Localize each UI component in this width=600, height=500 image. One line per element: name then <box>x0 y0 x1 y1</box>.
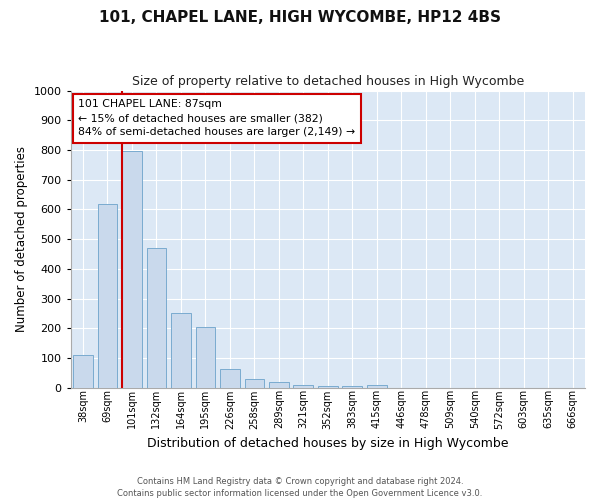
Bar <box>171 314 191 388</box>
X-axis label: Distribution of detached houses by size in High Wycombe: Distribution of detached houses by size … <box>147 437 509 450</box>
Bar <box>367 385 386 388</box>
Text: 101 CHAPEL LANE: 87sqm
← 15% of detached houses are smaller (382)
84% of semi-de: 101 CHAPEL LANE: 87sqm ← 15% of detached… <box>78 100 355 138</box>
Bar <box>269 382 289 388</box>
Bar <box>220 369 239 388</box>
Bar <box>318 386 338 388</box>
Bar <box>73 355 92 388</box>
Bar <box>293 385 313 388</box>
Bar <box>122 152 142 388</box>
Y-axis label: Number of detached properties: Number of detached properties <box>15 146 28 332</box>
Title: Size of property relative to detached houses in High Wycombe: Size of property relative to detached ho… <box>131 75 524 88</box>
Bar <box>196 327 215 388</box>
Text: Contains HM Land Registry data © Crown copyright and database right 2024.
Contai: Contains HM Land Registry data © Crown c… <box>118 476 482 498</box>
Bar <box>343 386 362 388</box>
Bar <box>245 380 264 388</box>
Text: 101, CHAPEL LANE, HIGH WYCOMBE, HP12 4BS: 101, CHAPEL LANE, HIGH WYCOMBE, HP12 4BS <box>99 10 501 25</box>
Bar <box>146 248 166 388</box>
Bar <box>98 204 117 388</box>
